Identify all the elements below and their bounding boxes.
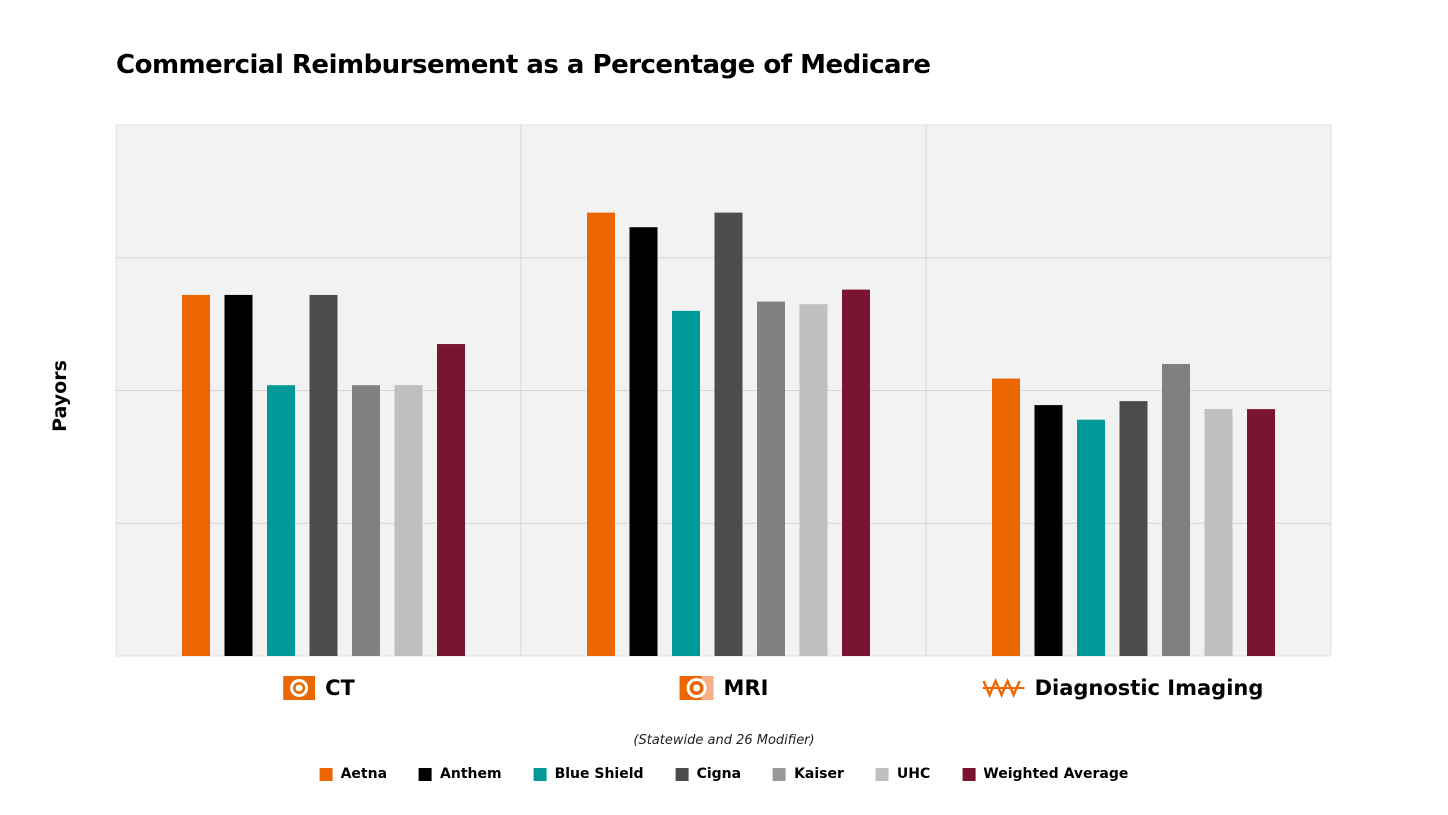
legend-item-blue-shield: Blue Shield — [533, 766, 644, 782]
legend-swatch — [533, 767, 547, 781]
bar-aetna — [992, 378, 1020, 656]
legend-item-kaiser: Kaiser — [773, 766, 844, 782]
legend-swatch — [675, 767, 689, 781]
bar-weighted-average — [842, 289, 870, 656]
bar-aetna — [182, 294, 210, 656]
chart-title: Commercial Reimbursement as a Percentage… — [116, 50, 931, 80]
bar-cigna — [1119, 401, 1148, 656]
legend-swatch — [875, 767, 889, 781]
legend-item-uhc: UHC — [875, 766, 931, 782]
mri-scanner-icon — [679, 676, 714, 700]
legend: Aetna Anthem Blue Shield Cigna Kaiser UH… — [319, 766, 1128, 782]
legend-item-cigna: Cigna — [675, 766, 742, 782]
bar-anthem — [224, 294, 253, 656]
legend-label: Weighted Average — [983, 766, 1129, 782]
legend-label: Cigna — [696, 766, 742, 782]
bar-aetna — [587, 212, 615, 657]
bar-kaiser — [757, 301, 785, 656]
legend-swatch — [962, 767, 976, 781]
category-ct: CT — [283, 676, 355, 700]
legend-label: UHC — [896, 766, 931, 782]
legend-label: Anthem — [440, 766, 502, 782]
bar-weighted-average — [437, 344, 465, 656]
bar-weighted-average — [1247, 409, 1275, 656]
bar-uhc — [1204, 409, 1233, 656]
legend-item-weighted-average: Weighted Average — [962, 766, 1128, 782]
bar-uhc — [394, 385, 423, 656]
legend-label: Aetna — [340, 766, 388, 782]
bar-anthem — [629, 227, 658, 656]
waveform-icon — [982, 677, 1025, 699]
category-mri: MRI — [679, 676, 769, 700]
bar-blue-shield — [672, 310, 700, 656]
legend-swatch — [773, 767, 787, 781]
legend-swatch — [319, 767, 333, 781]
category-label: CT — [325, 676, 355, 700]
legend-label: Kaiser — [794, 766, 844, 782]
category-label: Diagnostic Imaging — [1034, 676, 1264, 700]
legend-item-aetna: Aetna — [319, 766, 388, 782]
ct-scanner-icon — [283, 676, 316, 700]
bar-kaiser — [352, 385, 380, 656]
bar-blue-shield — [267, 385, 295, 656]
bar-blue-shield — [1077, 419, 1105, 656]
legend-item-anthem: Anthem — [419, 766, 502, 782]
bar-cigna — [309, 294, 338, 656]
chart-subtitle: (Statewide and 26 Modifier) — [633, 733, 815, 748]
bar-cigna — [714, 212, 743, 657]
legend-label: Blue Shield — [554, 766, 644, 782]
bar-kaiser — [1162, 363, 1190, 656]
category-label: MRI — [723, 676, 769, 700]
bar-uhc — [799, 304, 828, 656]
category-diagnostic-imaging: Diagnostic Imaging — [982, 676, 1264, 700]
legend-swatch — [419, 767, 433, 781]
bar-anthem — [1034, 405, 1063, 656]
